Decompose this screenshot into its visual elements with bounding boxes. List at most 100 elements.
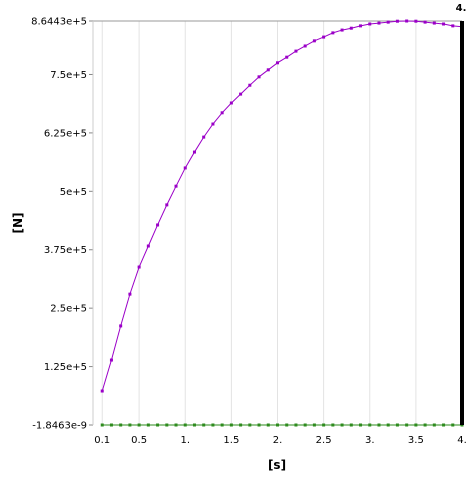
point <box>137 423 141 427</box>
point <box>156 223 160 227</box>
point <box>192 150 196 154</box>
point <box>395 423 399 427</box>
point <box>349 26 353 30</box>
point <box>229 423 233 427</box>
x-tick-label: 0.5 <box>131 435 147 446</box>
x-tick-label: 1. <box>180 435 190 446</box>
point <box>322 423 326 427</box>
point <box>257 423 261 427</box>
point <box>174 423 178 427</box>
cursor-label: 4. <box>456 3 467 14</box>
x-tick-label: 3.5 <box>408 435 424 446</box>
point <box>322 35 326 39</box>
point <box>276 423 279 427</box>
point <box>183 423 187 427</box>
point <box>266 68 270 72</box>
y-tick-label: 5e+5 <box>60 187 87 198</box>
point <box>137 265 141 269</box>
point <box>202 423 206 427</box>
point <box>442 423 446 427</box>
x-tick-label: 1.5 <box>223 435 239 446</box>
point <box>165 203 169 207</box>
point <box>119 423 123 427</box>
point <box>386 423 390 427</box>
point <box>294 49 298 53</box>
point <box>359 24 363 28</box>
point <box>368 22 372 26</box>
point <box>202 135 206 139</box>
point <box>285 55 289 59</box>
x-axis-label: [s] <box>268 458 286 472</box>
point <box>359 423 363 427</box>
point <box>285 423 289 427</box>
point <box>100 423 104 427</box>
point <box>229 101 233 105</box>
point <box>451 24 455 28</box>
point <box>128 292 132 296</box>
point <box>331 31 335 35</box>
point <box>386 20 390 24</box>
point <box>220 111 224 115</box>
y-tick-label: -1.8463e-9 <box>32 421 87 432</box>
x-tick-label: 2.5 <box>316 435 332 446</box>
point <box>405 19 409 23</box>
point <box>377 423 381 427</box>
y-tick-label: 2.5e+5 <box>50 304 87 315</box>
point <box>128 423 132 427</box>
y-tick-label: 6.25e+5 <box>44 128 87 139</box>
point <box>119 324 123 328</box>
point <box>331 423 335 427</box>
series-line <box>101 20 463 392</box>
point <box>174 184 178 188</box>
point <box>239 423 243 427</box>
point <box>303 44 307 48</box>
y-tick-label: 3.75e+5 <box>44 245 87 256</box>
point <box>432 21 436 25</box>
point <box>442 22 446 26</box>
point <box>395 19 399 23</box>
point <box>100 389 104 393</box>
point <box>414 423 418 427</box>
y-tick-label: 1.25e+5 <box>44 362 87 373</box>
x-tick-label: 4. <box>457 435 467 446</box>
point <box>266 423 270 427</box>
point <box>423 20 427 24</box>
point <box>423 423 427 427</box>
point <box>248 423 252 427</box>
point <box>146 423 150 427</box>
y-tick-label: 8.6443e+5 <box>31 17 87 28</box>
point <box>146 244 150 248</box>
point <box>220 423 224 427</box>
point <box>312 423 316 427</box>
point <box>312 39 316 43</box>
point <box>211 122 215 126</box>
point <box>276 61 279 65</box>
point <box>165 423 169 427</box>
y-tick-label: 7.5e+5 <box>50 70 87 81</box>
y-axis-label: [N] <box>11 212 25 233</box>
point <box>211 423 215 427</box>
x-tick-label: 0.1 <box>94 435 110 446</box>
point <box>248 83 252 87</box>
point <box>303 423 307 427</box>
point <box>156 423 160 427</box>
point <box>368 423 372 427</box>
point <box>257 75 261 79</box>
point <box>109 358 113 362</box>
point <box>405 423 409 427</box>
point <box>414 19 418 23</box>
point <box>340 423 344 427</box>
point <box>432 423 436 427</box>
point <box>109 423 113 427</box>
point <box>239 92 243 96</box>
point <box>294 423 298 427</box>
x-tick-label: 2. <box>273 435 283 446</box>
point <box>349 423 353 427</box>
point <box>377 21 381 25</box>
point <box>192 423 196 427</box>
point <box>183 166 187 170</box>
point <box>340 28 344 32</box>
point <box>451 423 455 427</box>
x-tick-label: 3. <box>365 435 375 446</box>
